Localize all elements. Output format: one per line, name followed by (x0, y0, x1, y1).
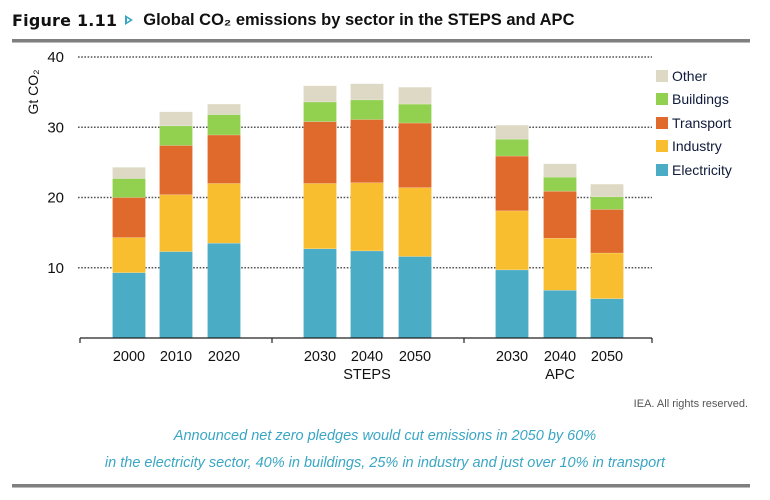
copyright-credit: IEA. All rights reserved. (633, 398, 748, 410)
bar-segment-transport (303, 121, 337, 184)
bar-segment-transport (398, 122, 432, 188)
legend-label: Transport (672, 114, 732, 131)
bar-segment-industry (159, 194, 193, 252)
caption-line-1: Announced net zero pledges would cut emi… (173, 428, 597, 444)
legend-swatch (656, 93, 668, 106)
figure-number: Figure 1.11 (12, 10, 118, 30)
bar-segment-buildings (159, 125, 193, 146)
bar-segment-buildings (590, 196, 624, 210)
y-tick-label: 10 (47, 260, 64, 277)
bar-segment-electricity (207, 242, 241, 339)
bar-segment-industry (495, 210, 529, 271)
bar-segment-transport (207, 134, 241, 184)
bar-segment-buildings (112, 178, 146, 198)
x-tick-label: 2030 (496, 349, 528, 365)
legend: Other Buildings Transport Industry Electrici… (656, 64, 732, 182)
legend-swatch (656, 116, 668, 129)
x-tick-label: 2050 (399, 349, 431, 365)
x-tick-label: 2020 (208, 349, 240, 365)
bar-segment-industry (590, 252, 624, 299)
x-tick-label: 2000 (113, 349, 145, 365)
legend-item-transport: Transport (656, 111, 732, 135)
bar-segment-other (543, 163, 577, 178)
bar-segment-buildings (207, 114, 241, 136)
legend-item-buildings: Buildings (656, 88, 732, 112)
y-tick-label: 40 (47, 49, 64, 66)
bar-segment-electricity (303, 248, 337, 339)
bar-segment-electricity (543, 289, 577, 339)
x-axis (79, 337, 653, 343)
x-tick-label: 2010 (160, 349, 192, 365)
bottom-divider (12, 484, 750, 488)
bar-segment-other (112, 167, 146, 179)
top-divider (12, 39, 750, 43)
legend-item-other: Other (656, 64, 732, 88)
x-tick-label: 2040 (351, 349, 383, 365)
figure-header: Figure 1.11 Global CO₂ emissions by sect… (12, 8, 574, 32)
legend-label: Industry (672, 138, 722, 155)
y-axis-label: Gt CO₂ (25, 69, 41, 114)
bar-segment-industry (543, 237, 577, 291)
x-tick-label: 2050 (591, 349, 623, 365)
bar-segment-industry (112, 237, 146, 273)
bar-segment-buildings (495, 138, 529, 157)
bar-segment-other (590, 183, 624, 198)
bar-segment-electricity (398, 256, 432, 339)
bar-segment-industry (303, 183, 337, 250)
bar-segment-other (207, 103, 241, 115)
bar-segment-industry (398, 187, 432, 257)
legend-label: Buildings (672, 91, 729, 108)
bar-segment-transport (112, 197, 146, 238)
bars (112, 83, 624, 339)
bar-segment-electricity (590, 298, 624, 339)
legend-label: Other (672, 67, 708, 84)
group-label: STEPS (343, 367, 391, 383)
x-tick-label: 2030 (304, 349, 336, 365)
bar-segment-transport (159, 145, 193, 195)
x-tick-labels: 2000 2010 2020 2030 2040 2050 STEPS 2030 2040 205… (113, 349, 623, 383)
figure-title: Global CO₂ emissions by sector in the ST… (143, 10, 575, 29)
bar-segment-electricity (112, 272, 146, 339)
caption-line-2: in the electricity sector, 40% in buildi… (104, 455, 666, 471)
legend-label: Electricity (672, 161, 732, 178)
bar-segment-other (350, 83, 384, 101)
legend-swatch (656, 163, 668, 176)
bar-segment-buildings (398, 103, 432, 124)
bar-segment-transport (543, 190, 577, 239)
bar-segment-other (159, 111, 193, 127)
bar-segment-other (398, 86, 432, 105)
bar-segment-industry (350, 182, 384, 252)
bar-segment-electricity (159, 251, 193, 339)
bar-segment-electricity (350, 250, 384, 339)
bar-segment-buildings (543, 176, 577, 192)
legend-item-industry: Industry (656, 135, 732, 159)
bar-segment-other (303, 85, 337, 103)
legend-swatch (656, 140, 668, 153)
legend-swatch (656, 69, 668, 82)
bar-segment-industry (207, 183, 241, 244)
bar-segment-buildings (303, 101, 337, 122)
x-tick-label: 2040 (544, 349, 576, 365)
bar-segment-buildings (350, 99, 384, 120)
bar-segment-transport (590, 209, 624, 254)
group-label: APC (545, 367, 575, 383)
y-tick-labels: 10 20 30 40 (47, 49, 64, 277)
bar-segment-other (495, 124, 529, 140)
y-tick-label: 20 (47, 190, 64, 207)
bar-segment-transport (350, 119, 384, 183)
bar-segment-electricity (495, 269, 529, 339)
bar-segment-transport (495, 155, 529, 212)
y-tick-label: 30 (47, 119, 64, 136)
triangle-right-icon (125, 15, 134, 25)
legend-item-electricity: Electricity (656, 158, 732, 182)
